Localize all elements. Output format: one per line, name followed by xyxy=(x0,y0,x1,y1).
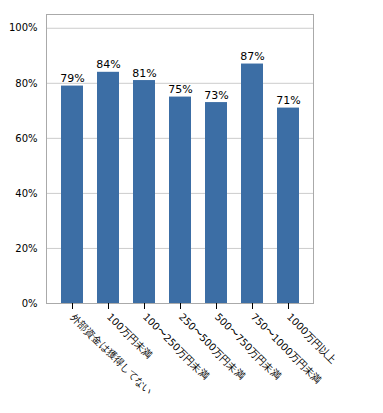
svg-text:81%: 81% xyxy=(132,67,156,80)
svg-text:73%: 73% xyxy=(204,89,228,102)
svg-text:20%: 20% xyxy=(15,243,37,254)
svg-text:40%: 40% xyxy=(15,188,37,199)
svg-text:1000万円以上: 1000万円以上 xyxy=(285,311,339,365)
svg-text:100〜250万円未満: 100〜250万円未満 xyxy=(141,311,211,381)
svg-text:84%: 84% xyxy=(96,58,120,71)
svg-text:0%: 0% xyxy=(22,298,38,309)
svg-text:100%: 100% xyxy=(9,22,38,33)
svg-text:71%: 71% xyxy=(276,94,300,107)
svg-text:500〜750万円未満: 500〜750万円未満 xyxy=(213,311,283,381)
svg-text:750〜1000万円未満: 750〜1000万円未満 xyxy=(249,311,324,386)
svg-text:60%: 60% xyxy=(15,133,37,144)
svg-text:75%: 75% xyxy=(168,83,192,96)
svg-text:250〜500万円未満: 250〜500万円未満 xyxy=(177,311,247,381)
svg-text:87%: 87% xyxy=(240,50,264,63)
svg-text:79%: 79% xyxy=(60,72,84,85)
svg-text:80%: 80% xyxy=(15,78,37,89)
svg-text:外部資金は獲得してない: 外部資金は獲得してない xyxy=(69,311,155,397)
svg-text:100万円未満: 100万円未満 xyxy=(104,311,155,361)
